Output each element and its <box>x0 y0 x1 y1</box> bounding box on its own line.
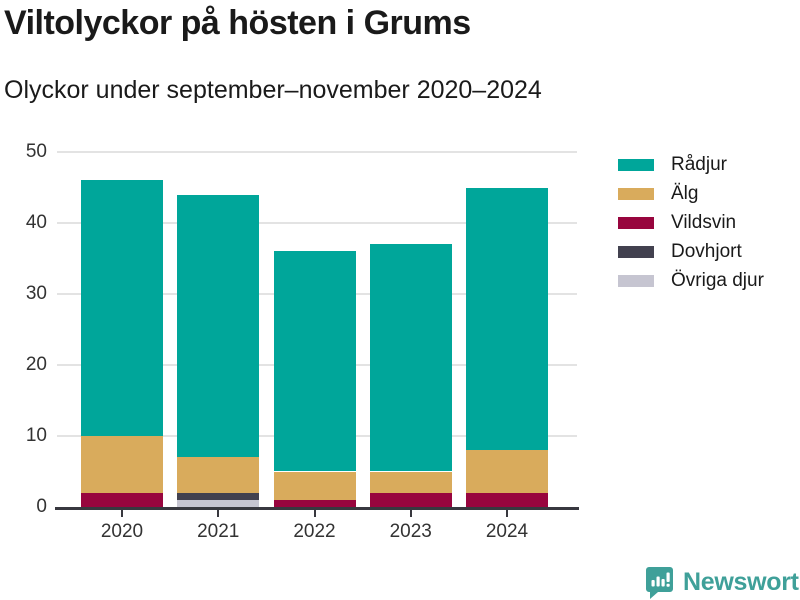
y-axis-tick-label: 40 <box>25 212 47 233</box>
bar-segment <box>273 251 356 472</box>
y-axis-tick-label: 0 <box>36 496 47 517</box>
x-axis-tick <box>313 510 316 517</box>
legend-swatch <box>618 158 654 171</box>
bar-segment <box>273 499 356 507</box>
chart-title: Viltolyckor på hösten i Grums <box>4 4 471 42</box>
x-axis-tick-label: 2022 <box>293 521 336 542</box>
x-axis-tick <box>506 510 508 517</box>
legend-item: Vildsvin <box>618 208 764 237</box>
gridline <box>57 222 577 224</box>
bar-segment <box>273 471 356 500</box>
plot-area: 0 10 20 30 40 50 2020 2021 2022 2023 2024 <box>26 141 579 542</box>
bar-segment <box>81 180 163 436</box>
legend-swatch <box>618 216 654 229</box>
bar-segment <box>177 492 260 500</box>
brand-name: Newsworthy <box>683 568 800 596</box>
legend-label: Rådjur <box>671 153 727 175</box>
newsworthy-logo-icon <box>646 567 673 599</box>
legend-item: Rådjur <box>618 150 764 179</box>
y-axis-tick-label: 30 <box>25 283 47 304</box>
bar-segment <box>177 499 260 507</box>
legend-label: Dovhjort <box>671 240 742 262</box>
bar-segment <box>466 187 548 451</box>
x-axis-tick <box>409 510 412 517</box>
legend-swatch <box>618 187 654 200</box>
x-axis-tick-label: 2023 <box>389 521 432 542</box>
x-axis-tick-label: 2024 <box>485 521 529 542</box>
legend-label: Övriga djur <box>671 269 764 291</box>
gridline <box>57 151 577 153</box>
legend-item: Älg <box>618 179 764 208</box>
x-axis-line <box>55 507 579 510</box>
y-axis-tick-label: 50 <box>25 141 47 162</box>
bar-segment <box>369 471 452 493</box>
legend-item: Dovhjort <box>618 237 764 266</box>
bar-segment <box>177 194 260 458</box>
x-axis-tick <box>217 510 220 517</box>
bar-segment <box>81 492 163 507</box>
brand-footer: Newsworthy <box>646 567 800 599</box>
legend-item: Övriga djur <box>618 266 764 295</box>
bar-segment <box>369 492 452 507</box>
legend-label: Vildsvin <box>671 211 737 233</box>
chart-subtitle: Olyckor under september–november 2020–20… <box>4 76 542 104</box>
legend-swatch <box>618 245 654 258</box>
bar-segment <box>466 450 548 493</box>
y-axis-tick-label: 10 <box>25 425 47 446</box>
x-axis-tick <box>121 510 123 517</box>
y-axis-tick-label: 20 <box>25 354 47 375</box>
bar-segment <box>177 457 260 493</box>
legend: Rådjur Älg Vildsvin Dovhjort Övriga djur <box>618 150 764 295</box>
legend-swatch <box>618 274 654 287</box>
bar-segment <box>369 244 452 472</box>
x-axis-tick-label: 2021 <box>197 521 240 542</box>
bar-segment <box>466 492 548 507</box>
bar-segment <box>81 436 163 493</box>
legend-label: Älg <box>671 182 699 204</box>
x-axis-tick-label: 2020 <box>100 521 144 542</box>
